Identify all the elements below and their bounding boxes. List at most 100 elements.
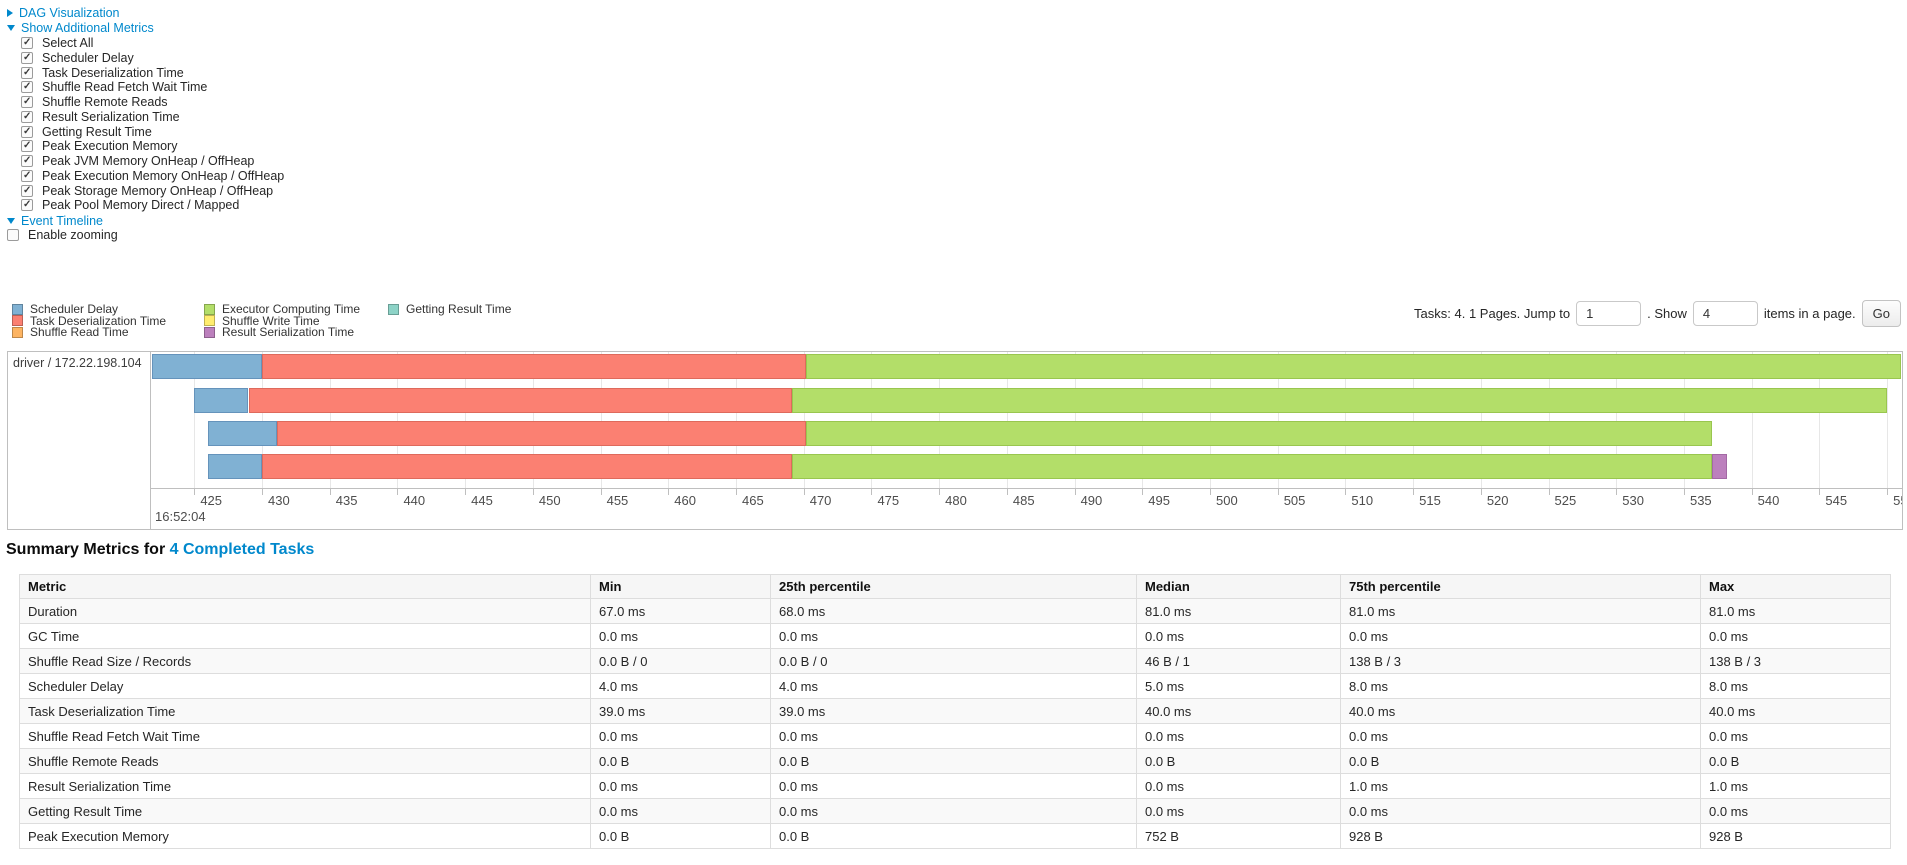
page-size-input[interactable] [1692,301,1758,326]
axis-tick [1887,489,1889,495]
axis-tick-label: 500 [1215,493,1238,508]
checkbox-icon[interactable] [21,155,33,167]
timeline-executor-column: driver / 172.22.198.104 [8,352,151,529]
task-2-segment-task-deserialization[interactable] [248,388,792,413]
legend-label: Shuffle Read Time [30,325,129,340]
summary-metrics-heading: Summary Metrics for 4 Completed Tasks [6,541,314,559]
metric-value-cell: 81.0 ms [1700,598,1891,624]
axis-tick-label: 525 [1554,493,1577,508]
legend-label: Task Deserialization Time [30,313,167,328]
metric-value-cell: 40.0 ms [1700,698,1891,724]
jump-to-page-input[interactable] [1576,301,1642,326]
expanded-arrow-icon [7,25,15,31]
checkbox-icon[interactable] [21,184,33,197]
checkbox-icon[interactable] [21,199,33,212]
metric-value-cell: 0.0 ms [770,723,1137,749]
table-row-gc-time: GC Time 0.0 ms 0.0 ms 0.0 ms 0.0 ms 0.0 ms [19,623,1891,649]
metric-name-cell: Shuffle Read Size / Records [19,648,591,674]
metric-value-cell: 0.0 ms [1340,723,1701,749]
metric-value-cell: 4.0 ms [770,673,1137,699]
expanded-arrow-icon [7,218,15,224]
gridline [1074,352,1076,488]
checkbox-icon[interactable] [21,110,33,123]
enable-zooming-checkbox[interactable] [7,229,19,241]
show-additional-metrics-toggle[interactable]: Show Additional Metrics [7,21,154,35]
metric-checkbox-label: Shuffle Remote Reads [42,95,168,109]
timeline-plot-area [151,352,1902,488]
metric-checkbox-item-shuffle-read-fetch-wait-time[interactable]: Shuffle Read Fetch Wait Time [21,80,207,94]
enable-zooming-option[interactable]: Enable zooming [7,228,118,242]
task-1-segment-task-deserialization[interactable] [262,354,807,379]
axis-tick-label: 515 [1419,493,1441,508]
metric-name-cell: Shuffle Read Fetch Wait Time [19,723,591,749]
gridline [262,352,264,488]
axis-tick-label: 440 [403,493,426,508]
checkbox-icon[interactable] [21,66,33,79]
axis-tick-label: 445 [471,493,493,508]
axis-tick [600,489,602,495]
metric-value-cell: 67.0 ms [590,598,771,624]
checkbox-icon[interactable] [21,140,33,153]
metric-checkbox-item-peak-jvm-memory-onheap-offheap[interactable]: Peak JVM Memory OnHeap / OffHeap [21,154,254,168]
metric-checkbox-item-getting-result-time[interactable]: Getting Result Time [21,125,152,139]
event-timeline-toggle[interactable]: Event Timeline [7,214,103,228]
metric-value-cell: 0.0 B [1700,748,1891,774]
dag-visualization-toggle[interactable]: DAG Visualization [7,6,120,20]
metric-checkbox-label: Peak Storage Memory OnHeap / OffHeap [42,183,274,198]
axis-tick [871,489,873,495]
axis-tick-label: 540 [1757,493,1780,508]
metric-value-cell: 0.0 ms [590,723,771,749]
axis-tick [1413,489,1415,495]
task-3-segment-scheduler-delay[interactable] [207,421,277,446]
task-2-segment-scheduler-delay[interactable] [194,388,249,413]
metric-checkbox-item-result-serialization-time[interactable]: Result Serialization Time [21,110,180,124]
checkbox-icon[interactable] [21,37,33,49]
axis-tick-label: 450 [538,493,561,508]
metric-value-cell: 81.0 ms [1340,598,1701,624]
task-4-segment-scheduler-delay[interactable] [207,454,263,479]
event-timeline-link[interactable]: Event Timeline [21,214,103,228]
show-additional-metrics-link[interactable]: Show Additional Metrics [21,21,154,35]
task-3-segment-executor-computing[interactable] [806,421,1713,446]
checkbox-icon[interactable] [21,169,33,182]
task-4-segment-result-serialization[interactable] [1712,454,1728,479]
metric-checkbox-item-peak-execution-memory[interactable]: Peak Execution Memory [21,139,177,153]
task-4-segment-executor-computing[interactable] [791,454,1713,479]
gridline [600,352,602,488]
axis-tick [194,489,196,495]
checkbox-icon[interactable] [21,81,33,94]
metric-value-cell: 0.0 ms [770,773,1137,799]
metric-checkbox-item-peak-storage-memory-onheap-offheap[interactable]: Peak Storage Memory OnHeap / OffHeap [21,184,273,198]
axis-tick-label: 470 [809,493,832,508]
legend-swatch-icon [204,326,215,338]
gridline [803,352,805,488]
metric-value-cell: 39.0 ms [770,698,1137,724]
metric-value-cell: 0.0 ms [1700,723,1891,749]
dag-visualization-link[interactable]: DAG Visualization [19,6,120,20]
task-4-segment-task-deserialization[interactable] [262,454,792,479]
task-3-segment-task-deserialization[interactable] [276,421,807,446]
axis-tick-label: 530 [1622,493,1644,508]
metric-checkbox-item-scheduler-delay[interactable]: Scheduler Delay [21,51,134,65]
metric-checkbox-item-task-deserialization-time[interactable]: Task Deserialization Time [21,66,184,80]
task-1-segment-scheduler-delay[interactable] [152,354,263,379]
gridline [465,352,467,488]
metric-checkbox-item-select-all[interactable]: Select All [21,36,93,50]
checkbox-icon[interactable] [21,125,33,138]
metric-value-cell: 8.0 ms [1700,673,1891,699]
checkbox-icon[interactable] [21,96,33,108]
go-button[interactable]: Go [1861,300,1901,327]
task-1-segment-executor-computing[interactable] [806,354,1901,379]
task-2-segment-executor-computing[interactable] [791,388,1888,413]
collapsed-arrow-icon [7,9,13,17]
axis-tick-label: 550 [1893,493,1902,508]
axis-tick [532,489,534,495]
checkbox-icon[interactable] [21,51,33,64]
metric-checkbox-item-shuffle-remote-reads[interactable]: Shuffle Remote Reads [21,95,168,109]
metric-value-cell: 4.0 ms [590,673,771,699]
axis-tick [736,489,738,495]
completed-tasks-link[interactable]: 4 Completed Tasks [169,541,315,558]
metric-checkbox-label: Getting Result Time [42,124,152,139]
metric-checkbox-item-peak-pool-memory-direct-mapped[interactable]: Peak Pool Memory Direct / Mapped [21,198,239,212]
metric-checkbox-item-peak-execution-memory-onheap-offheap[interactable]: Peak Execution Memory OnHeap / OffHeap [21,169,284,183]
